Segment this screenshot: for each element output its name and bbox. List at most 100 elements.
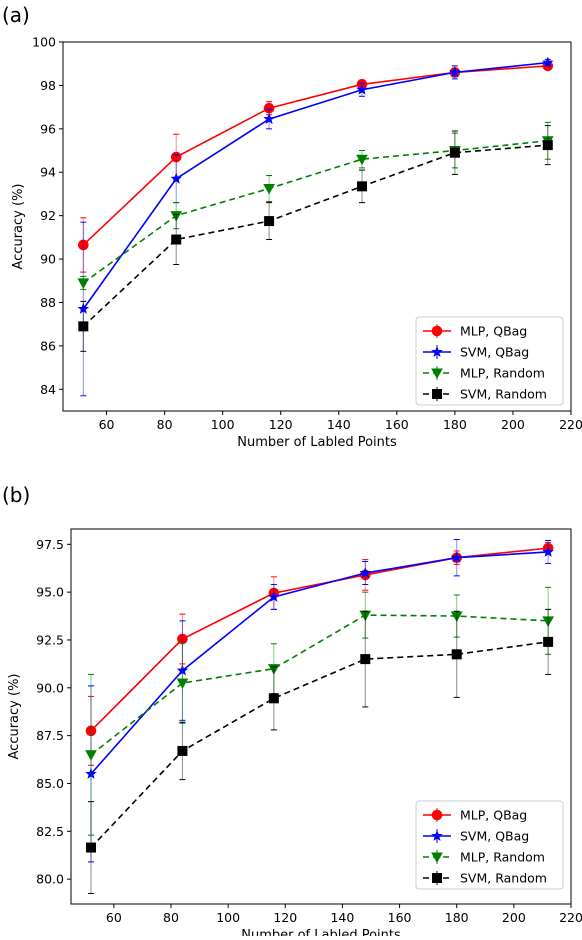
series-b-3 bbox=[86, 608, 554, 894]
data-point-a-1-5 bbox=[542, 56, 554, 68]
panel-label-a: (a) bbox=[2, 3, 30, 27]
x-tick-label-b-120: 120 bbox=[273, 910, 297, 925]
series-a-1 bbox=[77, 56, 554, 397]
data-point-a-2-0 bbox=[77, 278, 90, 289]
y-tick-label-a-3: 90 bbox=[40, 252, 56, 267]
x-tick-label-b-160: 160 bbox=[388, 910, 412, 925]
legend-label-a-2: MLP, Random bbox=[460, 366, 545, 381]
data-point-b-2-5 bbox=[542, 616, 554, 627]
x-tick-label-a-60: 60 bbox=[99, 417, 115, 432]
x-tick-label-b-100: 100 bbox=[216, 910, 240, 925]
chart-b-svg: (b) 60 80 100 120 140 160 180 200 220 80.0 82.5 85.… bbox=[2, 483, 582, 940]
series-b-1 bbox=[85, 539, 554, 863]
y-tick-label-b-1: 82.5 bbox=[36, 824, 64, 839]
y-tick-label-a-0: 84 bbox=[40, 382, 56, 397]
x-tick-label-a-200: 200 bbox=[501, 417, 525, 432]
y-tick-label-b-2: 85.0 bbox=[36, 776, 64, 791]
data-point-a-3-3 bbox=[356, 181, 367, 192]
y-tick-label-a-2: 88 bbox=[40, 295, 56, 310]
legend-label-b-2: MLP, Random bbox=[460, 850, 545, 865]
data-point-b-1-3 bbox=[359, 566, 372, 578]
legend-marker-b-1 bbox=[431, 829, 443, 841]
legend-label-b-0: MLP, QBag bbox=[460, 808, 527, 823]
plot-area-a bbox=[77, 56, 554, 397]
data-point-b-1-0 bbox=[85, 767, 97, 779]
data-point-b-3-5 bbox=[543, 636, 554, 647]
series-a-2 bbox=[77, 121, 554, 290]
series-line-a-0 bbox=[82, 65, 548, 246]
data-point-a-2-1 bbox=[170, 211, 183, 222]
x-axis-label-a: Number of Labled Points bbox=[237, 435, 397, 450]
plot-frame-a bbox=[62, 41, 572, 412]
y-tick-label-a-6: 96 bbox=[40, 121, 56, 136]
data-point-b-3-3 bbox=[360, 654, 371, 665]
legend-a bbox=[415, 316, 564, 406]
x-tick-label-a-140: 140 bbox=[327, 417, 351, 432]
legend-marker-a-3 bbox=[432, 389, 442, 399]
legend-label-a-0: MLP, QBag bbox=[460, 324, 527, 339]
series-line-a-1 bbox=[82, 61, 548, 310]
data-point-a-1-3 bbox=[356, 83, 368, 95]
y-tick-label-a-7: 98 bbox=[40, 78, 56, 93]
data-point-b-1-5 bbox=[542, 545, 554, 557]
data-point-b-1-1 bbox=[176, 664, 189, 676]
data-point-a-0-2 bbox=[263, 102, 275, 114]
legend-marker-a-0 bbox=[431, 325, 443, 337]
data-point-b-1-4 bbox=[450, 551, 463, 563]
y-tick-label-b-6: 95.0 bbox=[36, 585, 64, 600]
legend-marker-a-1 bbox=[431, 345, 443, 357]
x-tick-label-b-220: 220 bbox=[559, 910, 582, 925]
plot-frame-b bbox=[70, 528, 572, 905]
x-tick-label-a-100: 100 bbox=[211, 417, 235, 432]
x-tick-label-a-220: 220 bbox=[559, 417, 582, 432]
data-point-b-2-0 bbox=[85, 750, 97, 761]
series-a-0 bbox=[78, 60, 554, 273]
data-point-b-0-1 bbox=[177, 633, 188, 645]
legend-label-b-3: SVM, Random bbox=[460, 871, 547, 886]
series-line-a-3 bbox=[82, 144, 548, 327]
data-point-a-1-4 bbox=[449, 66, 461, 78]
data-point-b-3-2 bbox=[268, 693, 279, 704]
data-point-a-1-1 bbox=[170, 172, 182, 184]
y-tick-label-b-5: 92.5 bbox=[36, 632, 64, 647]
y-tick-label-a-1: 86 bbox=[40, 338, 56, 353]
chart-a-svg: (a) 60 80 100 120 140 160 180 200 220 84 86 88 90 92 9… bbox=[2, 3, 582, 450]
y-axis-label-b: Accuracy (%) bbox=[7, 674, 22, 760]
chart-panel-a: (a) 60 80 100 120 140 160 180 200 220 84 86 88 90 92 9… bbox=[0, 0, 582, 468]
data-point-a-3-1 bbox=[171, 234, 182, 245]
series-line-b-3 bbox=[90, 641, 549, 849]
x-axis-label-b: Number of Labled Points bbox=[241, 928, 401, 936]
data-point-a-2-2 bbox=[263, 184, 275, 195]
x-tick-label-a-120: 120 bbox=[269, 417, 293, 432]
y-tick-label-a-4: 92 bbox=[40, 208, 56, 223]
x-tick-label-a-80: 80 bbox=[157, 417, 173, 432]
legend-marker-a-2 bbox=[431, 368, 443, 380]
legend-marker-b-0 bbox=[431, 809, 443, 821]
series-b-0 bbox=[85, 541, 554, 766]
x-tick-label-a-160: 160 bbox=[385, 417, 409, 432]
data-point-a-3-4 bbox=[449, 147, 460, 158]
y-tick-label-b-3: 87.5 bbox=[36, 728, 64, 743]
data-point-b-2-4 bbox=[450, 611, 463, 623]
legend-b bbox=[415, 800, 564, 890]
series-b-2 bbox=[85, 586, 554, 836]
x-tick-label-b-60: 60 bbox=[106, 910, 122, 925]
chart-panel-b: (b) 60 80 100 120 140 160 180 200 220 80.0 82.5 85.… bbox=[0, 468, 582, 940]
y-tick-label-a-8: 100 bbox=[32, 35, 56, 50]
data-point-a-0-0 bbox=[78, 239, 89, 251]
data-point-b-3-4 bbox=[451, 649, 462, 660]
series-line-b-1 bbox=[90, 551, 549, 775]
series-a-3 bbox=[78, 125, 553, 352]
legend-label-a-1: SVM, QBag bbox=[460, 345, 529, 360]
y-tick-label-a-5: 94 bbox=[40, 165, 56, 180]
series-line-b-0 bbox=[90, 547, 549, 732]
data-point-b-0-0 bbox=[85, 725, 97, 737]
data-point-a-1-0 bbox=[77, 302, 90, 314]
legend-label-a-3: SVM, Random bbox=[460, 387, 547, 402]
plot-area-b bbox=[85, 539, 554, 894]
y-tick-label-b-7: 97.5 bbox=[36, 537, 64, 552]
x-tick-label-b-180: 180 bbox=[445, 910, 469, 925]
x-tick-label-b-200: 200 bbox=[502, 910, 526, 925]
data-point-a-3-5 bbox=[542, 140, 553, 151]
legend-marker-b-3 bbox=[432, 873, 442, 883]
